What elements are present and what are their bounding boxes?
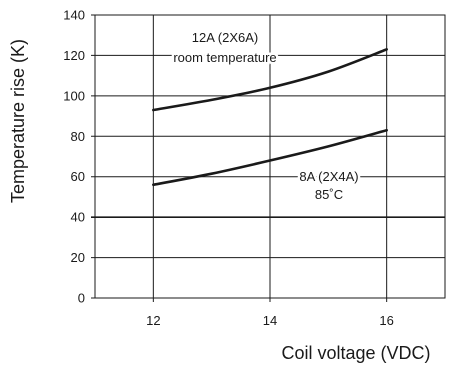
y-tick-label: 0	[78, 291, 85, 306]
y-axis: 0 20 40 60 80 100 120 140	[63, 8, 85, 306]
series-line-1	[152, 48, 388, 112]
series-label-line: 8A (2X4A)	[299, 169, 358, 184]
y-tick-label: 100	[63, 88, 85, 103]
series-label-line: 85˚C	[315, 187, 343, 202]
series-line-2	[152, 128, 388, 187]
series-group	[152, 48, 388, 187]
x-tick-label: 12	[146, 313, 160, 328]
x-axis: 12 14 16	[146, 313, 394, 328]
y-tick-label: 40	[71, 210, 85, 225]
y-tick-label: 20	[71, 250, 85, 265]
y-axis-title: Temperature rise (K)	[8, 39, 28, 203]
grid	[91, 14, 445, 302]
series-labels: 12A (2X6A) room temperature 8A (2X4A) 85˚C	[171, 28, 361, 205]
y-tick-label: 120	[63, 48, 85, 63]
x-axis-title: Coil voltage (VDC)	[281, 343, 430, 363]
series-label-line: 12A (2X6A)	[192, 30, 259, 45]
x-tick-label: 14	[263, 313, 277, 328]
series-label-line: room temperature	[173, 50, 276, 65]
x-tick-label: 16	[379, 313, 393, 328]
y-tick-label: 80	[71, 129, 85, 144]
y-tick-label: 140	[63, 8, 85, 23]
y-tick-label: 60	[71, 169, 85, 184]
